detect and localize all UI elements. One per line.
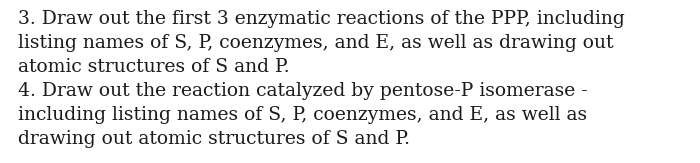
Text: listing names of S, P, coenzymes, and E, as well as drawing out: listing names of S, P, coenzymes, and E,… bbox=[18, 34, 613, 52]
Text: including listing names of S, P, coenzymes, and E, as well as: including listing names of S, P, coenzym… bbox=[18, 106, 587, 124]
Text: atomic structures of S and P.: atomic structures of S and P. bbox=[18, 58, 290, 76]
Text: drawing out atomic structures of S and P.: drawing out atomic structures of S and P… bbox=[18, 130, 410, 148]
Text: 4. Draw out the reaction catalyzed by pentose-P isomerase -: 4. Draw out the reaction catalyzed by pe… bbox=[18, 82, 588, 100]
Text: 3. Draw out the first 3 enzymatic reactions of the PPP, including: 3. Draw out the first 3 enzymatic reacti… bbox=[18, 10, 624, 28]
